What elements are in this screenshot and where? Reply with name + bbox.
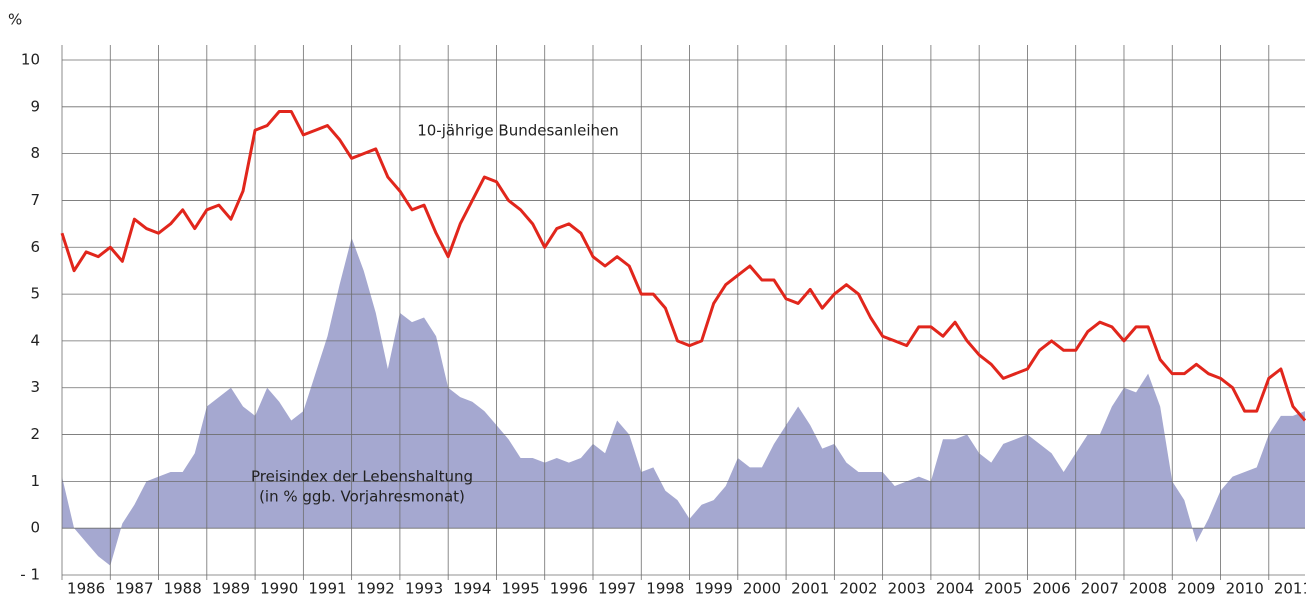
series-annotation: 10-jährige Bundesanleihen [417,122,619,140]
x-tick-label: 1996 [550,580,588,598]
y-tick-label: 6 [30,238,40,256]
x-tick-label: 2000 [743,580,781,598]
y-tick-label: 5 [30,285,40,303]
x-tick-label: 1990 [260,580,298,598]
y-tick-label: 10 [21,51,40,69]
y-tick-label: - 1 [20,566,40,584]
x-tick-label: 2009 [1177,580,1215,598]
y-tick-label: 1 [30,472,40,490]
x-tick-label: 1986 [67,580,105,598]
x-tick-label: 1988 [164,580,202,598]
x-tick-label: 1987 [115,580,153,598]
y-tick-label: 9 [30,97,40,115]
x-tick-label: 2007 [1081,580,1119,598]
y-tick-label: 8 [30,144,40,162]
x-tick-label: 2001 [791,580,829,598]
line [60,110,1306,422]
x-tick-label: 2005 [984,580,1022,598]
x-tick-label: 1999 [695,580,733,598]
x-tick-label: 1989 [212,580,250,598]
x-tick-label: 1997 [598,580,636,598]
x-tick-label: 1998 [646,580,684,598]
y-tick-label: 2 [30,425,40,443]
x-tick-label: 2008 [1129,580,1167,598]
x-tick-label: 1994 [453,580,491,598]
x-tick-label: 1993 [405,580,443,598]
x-tick-label: 1992 [357,580,395,598]
x-tick-label: 2006 [1032,580,1070,598]
x-tick-label: 2010 [1226,580,1264,598]
y-tick-label: 4 [30,331,40,349]
y-tick-label: 0 [30,519,40,537]
x-tick-label: 2004 [936,580,974,598]
series-annotation: Preisindex der Lebenshaltung [251,468,473,486]
y-tick-label: 3 [30,378,40,396]
series-annotation-note: (in % ggb. Vorjahresmonat) [259,488,465,506]
area [62,237,1305,566]
unit-label: % [8,11,22,29]
x-tick-label: 2011 [1274,580,1306,598]
x-tick-label: 2003 [888,580,926,598]
x-tick-label: 1991 [308,580,346,598]
y-tick-label: 7 [30,191,40,209]
x-tick-label: 2002 [839,580,877,598]
x-tick-label: 1995 [501,580,539,598]
